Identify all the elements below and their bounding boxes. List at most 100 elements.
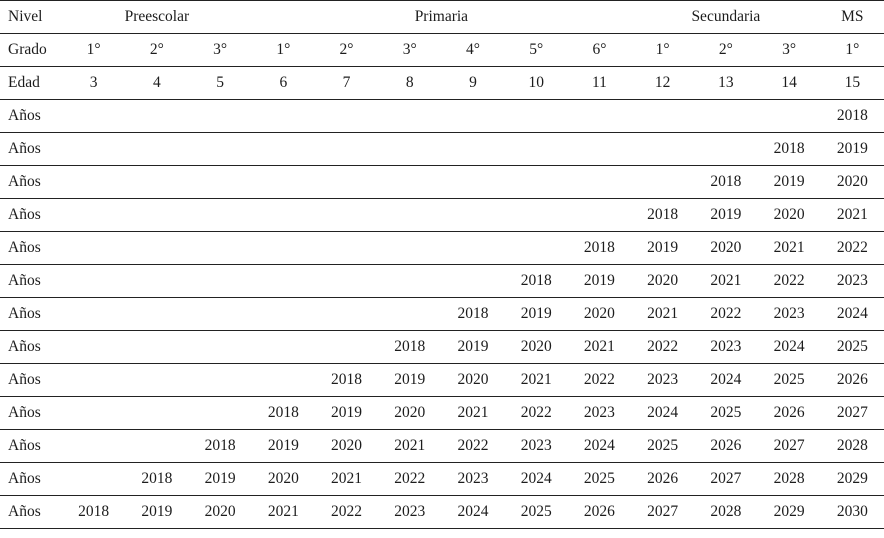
year-cell: 2020 xyxy=(267,470,299,487)
year-cell: 2025 xyxy=(520,503,552,520)
edad-cell: 6 xyxy=(279,74,288,91)
year-cell: 2021 xyxy=(520,371,552,388)
year-cell: 2026 xyxy=(773,404,805,421)
year-cell xyxy=(188,298,251,331)
year-cell xyxy=(252,265,315,298)
year-cell: 2023 xyxy=(773,305,805,322)
year-cell: 2026 xyxy=(710,437,742,454)
year-cell xyxy=(378,166,441,199)
row-header-anios: Años xyxy=(8,470,41,487)
year-cell xyxy=(188,397,251,430)
year-cell: 2028 xyxy=(836,437,868,454)
year-cell xyxy=(441,166,504,199)
year-cell xyxy=(315,133,378,166)
year-cell: 2020 xyxy=(204,503,236,520)
year-cell xyxy=(505,199,568,232)
grado-cell: 6° xyxy=(592,41,607,58)
year-cell xyxy=(188,265,251,298)
year-cell xyxy=(188,133,251,166)
row-header-anios: Años xyxy=(8,503,41,520)
row-header-anios: Años xyxy=(8,338,41,355)
year-cell xyxy=(62,166,125,199)
year-cell: 2028 xyxy=(710,503,742,520)
year-cell: 2025 xyxy=(710,404,742,421)
year-cell: 2023 xyxy=(520,437,552,454)
year-cell: 2025 xyxy=(836,338,868,355)
year-cell: 2021 xyxy=(267,503,299,520)
year-cell: 2021 xyxy=(583,338,615,355)
year-cell: 2019 xyxy=(520,305,552,322)
year-cell xyxy=(315,100,378,133)
years-row: Años 2018 2019 2020 2021 2022 2023 2024 2025 2026… xyxy=(0,397,884,430)
year-cell: 2026 xyxy=(647,470,679,487)
year-cell: 2027 xyxy=(836,404,868,421)
year-cell xyxy=(125,364,188,397)
year-cell xyxy=(378,199,441,232)
year-cell: 2021 xyxy=(647,305,679,322)
year-cell: 2021 xyxy=(331,470,363,487)
year-cell xyxy=(694,133,757,166)
edad-row: Edad 3 4 5 6 7 8 9 10 11 12 13 14 15 xyxy=(0,67,884,100)
year-cell xyxy=(125,232,188,265)
year-cell xyxy=(441,133,504,166)
year-cell xyxy=(188,166,251,199)
year-cell xyxy=(62,463,125,496)
year-cell: 2018 xyxy=(583,239,615,256)
year-cell xyxy=(315,232,378,265)
year-cell xyxy=(378,298,441,331)
edad-cell: 5 xyxy=(216,74,224,91)
grado-cell: 3° xyxy=(213,41,228,58)
grado-cell: 1° xyxy=(655,41,670,58)
year-cell: 2020 xyxy=(583,305,615,322)
year-cell xyxy=(62,232,125,265)
year-cell: 2025 xyxy=(583,470,615,487)
year-cell: 2021 xyxy=(773,239,805,256)
year-cell: 2019 xyxy=(647,239,679,256)
year-cell: 2022 xyxy=(710,305,742,322)
grado-cell: 1° xyxy=(86,41,101,58)
row-header-anios: Años xyxy=(8,239,41,256)
year-cell: 2021 xyxy=(836,206,868,223)
year-cell xyxy=(505,166,568,199)
row-header-anios: Años xyxy=(8,404,41,421)
years-row: Años 2018 2019 2020 2021 2022 2023 2024 xyxy=(0,298,884,331)
row-header-anios: Años xyxy=(8,437,41,454)
year-cell xyxy=(188,100,251,133)
edad-cell: 14 xyxy=(781,74,797,91)
year-cell: 2023 xyxy=(710,338,742,355)
row-header-anios: Años xyxy=(8,173,41,190)
year-cell xyxy=(315,166,378,199)
year-cell xyxy=(125,430,188,463)
edad-cell: 9 xyxy=(469,74,477,91)
year-cell: 2024 xyxy=(836,305,868,322)
year-cell xyxy=(62,331,125,364)
year-cell: 2029 xyxy=(773,503,805,520)
year-cell: 2019 xyxy=(773,173,805,190)
year-cell xyxy=(125,331,188,364)
years-row: Años 2018 2019 2020 2021 xyxy=(0,199,884,232)
year-cell: 2019 xyxy=(710,206,742,223)
year-cell xyxy=(62,100,125,133)
year-cell xyxy=(125,265,188,298)
year-cell xyxy=(125,166,188,199)
grado-cell: 1° xyxy=(845,41,860,58)
year-cell: 2024 xyxy=(647,404,679,421)
year-cell: 2025 xyxy=(773,371,805,388)
level-primaria: Primaria xyxy=(414,8,469,25)
years-row: Años 2018 2019 2020 2021 2022 2023 2024 2025 2026… xyxy=(0,496,884,529)
year-cell xyxy=(125,298,188,331)
year-cell xyxy=(188,331,251,364)
year-cell: 2022 xyxy=(394,470,426,487)
grado-cell: 5° xyxy=(529,41,544,58)
years-row: Años 2018 2019 2020 2021 2022 2023 2024 2025 2026 xyxy=(0,364,884,397)
grado-row: Grado 1° 2° 3° 1° 2° 3° 4° 5° 6° 1° 2° 3… xyxy=(0,34,884,67)
grado-cell: 2° xyxy=(149,41,164,58)
year-cell: 2027 xyxy=(647,503,679,520)
year-cell: 2023 xyxy=(457,470,489,487)
year-cell: 2021 xyxy=(394,437,426,454)
year-cell: 2018 xyxy=(204,437,236,454)
year-cell: 2019 xyxy=(394,371,426,388)
edad-cell: 11 xyxy=(591,74,607,91)
year-cell: 2024 xyxy=(583,437,615,454)
